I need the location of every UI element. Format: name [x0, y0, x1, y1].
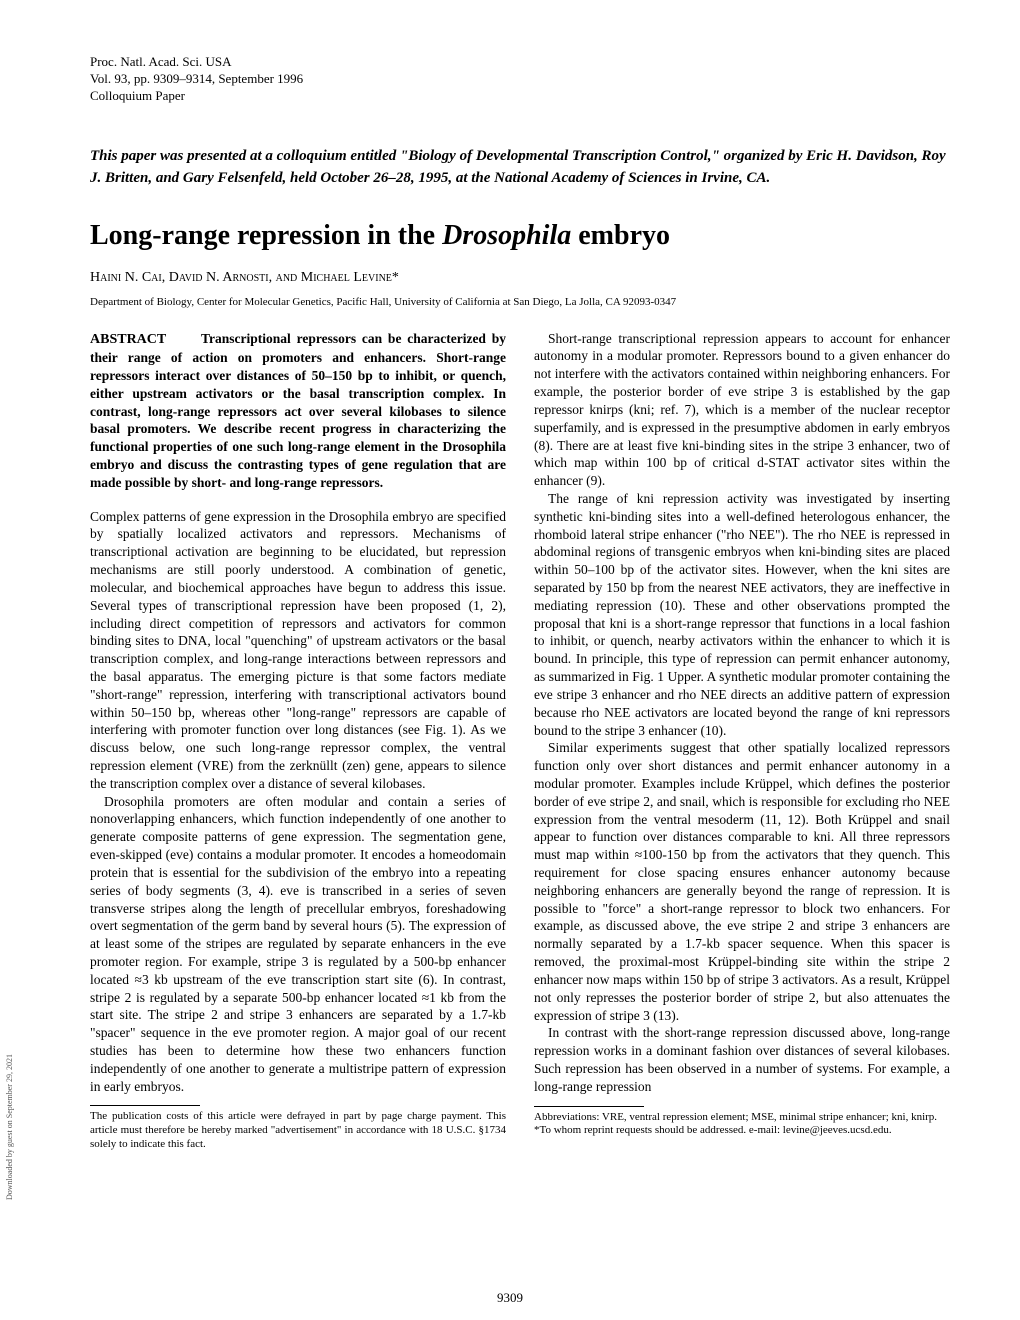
body-paragraph: Drosophila promoters are often modular a…: [90, 793, 506, 1096]
journal-category: Colloquium Paper: [90, 88, 950, 105]
abstract: ABSTRACT Transcriptional repressors can …: [90, 330, 506, 492]
title-italic: Drosophila: [442, 220, 571, 251]
footnote-rule: [90, 1105, 200, 1106]
right-column: Short-range transcriptional repression a…: [534, 330, 950, 1152]
footnote-correspondence: *To whom reprint requests should be addr…: [534, 1124, 950, 1138]
affiliation: Department of Biology, Center for Molecu…: [90, 296, 950, 308]
two-column-body: ABSTRACT Transcriptional repressors can …: [90, 330, 950, 1152]
body-paragraph: Short-range transcriptional repression a…: [534, 330, 950, 490]
body-paragraph: The range of kni repression activity was…: [534, 490, 950, 739]
body-paragraph: Complex patterns of gene expression in t…: [90, 508, 506, 793]
footnote-left: The publication costs of this article we…: [90, 1110, 506, 1151]
body-paragraph: Similar experiments suggest that other s…: [534, 739, 950, 1024]
journal-name: Proc. Natl. Acad. Sci. USA: [90, 54, 950, 71]
footnote-abbreviations: Abbreviations: VRE, ventral repression e…: [534, 1111, 950, 1125]
authors: Haini N. Cai, David N. Arnosti, and Mich…: [90, 270, 950, 286]
page-number: 9309: [497, 1290, 523, 1306]
colloquium-note: This paper was presented at a colloquium…: [90, 145, 950, 190]
paper-title: Long-range repression in the Drosophila …: [90, 220, 950, 252]
journal-header: Proc. Natl. Acad. Sci. USA Vol. 93, pp. …: [90, 54, 950, 105]
body-paragraph: In contrast with the short-range repress…: [534, 1024, 950, 1095]
journal-volume: Vol. 93, pp. 9309–9314, September 1996: [90, 71, 950, 88]
abstract-body: Transcriptional repressors can be charac…: [90, 331, 506, 490]
download-note: Downloaded by guest on September 29, 202…: [5, 1054, 14, 1200]
footnote-rule: [534, 1106, 644, 1107]
left-column: ABSTRACT Transcriptional repressors can …: [90, 330, 506, 1152]
title-pre: Long-range repression in the: [90, 220, 442, 251]
title-post: embryo: [571, 220, 670, 251]
abstract-label: ABSTRACT: [90, 332, 166, 347]
